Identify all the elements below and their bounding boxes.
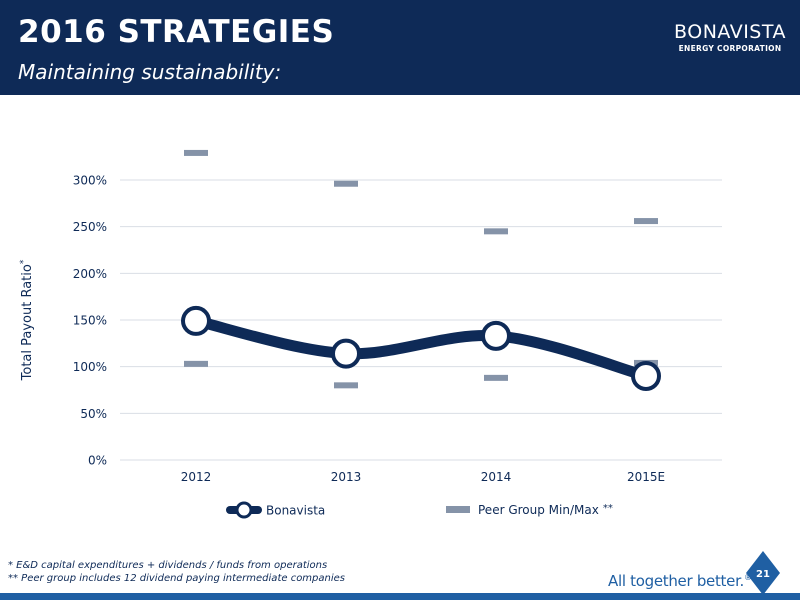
chart-legend: Bonavista Peer Group Min/Max ** — [226, 501, 613, 519]
y-axis-label: Total Payout Ratio* — [19, 259, 35, 381]
bonavista-point — [631, 361, 661, 391]
legend-bonavista: Bonavista — [226, 501, 325, 519]
page-subtitle: Maintaining sustainability: — [18, 60, 282, 84]
bonavista-point — [481, 320, 511, 351]
peer-max-marker — [184, 149, 208, 156]
y-tick-label: 0% — [88, 454, 107, 468]
page-title: 2016 STRATEGIES — [18, 14, 335, 50]
legend-peer-label: Peer Group Min/Max ** — [478, 503, 613, 517]
legend-peer-label-marker: ** — [603, 503, 613, 514]
footer-bar — [0, 593, 800, 600]
x-tick-label: 2012 — [181, 470, 212, 484]
x-axis-ticks: 2012 2013 2014 2015E — [181, 470, 665, 484]
legend-bonavista-swatch-marker — [235, 501, 253, 519]
peer-min-marker — [184, 360, 208, 367]
y-tick-label: 300% — [73, 174, 107, 188]
logo-name: BONAVISTA — [674, 21, 786, 43]
footnote-payout-definition: * E&D capital expenditures + dividends /… — [8, 560, 328, 571]
bonavista-point — [331, 338, 361, 369]
x-tick-label: 2014 — [481, 470, 512, 484]
peer-max-marker — [334, 180, 358, 187]
x-tick-label: 2013 — [331, 470, 362, 484]
bonavista-points — [181, 305, 661, 391]
legend-peer-swatch — [446, 506, 470, 513]
y-tick-label: 50% — [80, 407, 107, 421]
chart-gridlines — [120, 179, 722, 461]
page-number-badge: 21 — [746, 551, 780, 595]
peer-max-marker — [484, 228, 508, 235]
footnote-peer-group: ** Peer group includes 12 dividend payin… — [8, 573, 346, 584]
logo-subtitle: ENERGY CORPORATION — [678, 44, 782, 53]
footer-tagline: All together better.® — [608, 572, 752, 590]
tagline-text: All together better. — [608, 572, 745, 590]
y-tick-label: 100% — [73, 360, 107, 374]
company-logo: BONAVISTA ENERGY CORPORATION — [674, 22, 786, 53]
tagline-registered-mark: ® — [744, 573, 752, 582]
peer-min-marker — [484, 374, 508, 381]
x-tick-label: 2015E — [627, 470, 665, 484]
y-axis-ticks: 0% 50% 100% 150% 200% 250% 300% — [73, 174, 107, 468]
page-number: 21 — [756, 569, 770, 580]
header-bar: 2016 STRATEGIES Maintaining sustainabili… — [0, 0, 800, 95]
page-number-diamond — [746, 551, 780, 595]
y-tick-label: 250% — [73, 220, 107, 234]
y-tick-label: 150% — [73, 314, 107, 328]
peer-min-marker — [334, 382, 358, 389]
payout-ratio-chart: 0%50%100%150%200%250%300% 2012 2013 2014 20… — [19, 149, 722, 519]
bonavista-line — [190, 315, 652, 382]
y-axis-label-marker: * — [19, 259, 29, 264]
legend-peer-group: Peer Group Min/Max ** — [446, 503, 613, 517]
y-axis-label-text: Total Payout Ratio — [20, 264, 35, 381]
bonavista-point — [181, 305, 211, 336]
peer-max-marker — [634, 218, 658, 225]
legend-peer-label-text: Peer Group Min/Max — [478, 503, 599, 517]
y-tick-label: 200% — [73, 267, 107, 281]
legend-bonavista-label: Bonavista — [266, 504, 325, 518]
